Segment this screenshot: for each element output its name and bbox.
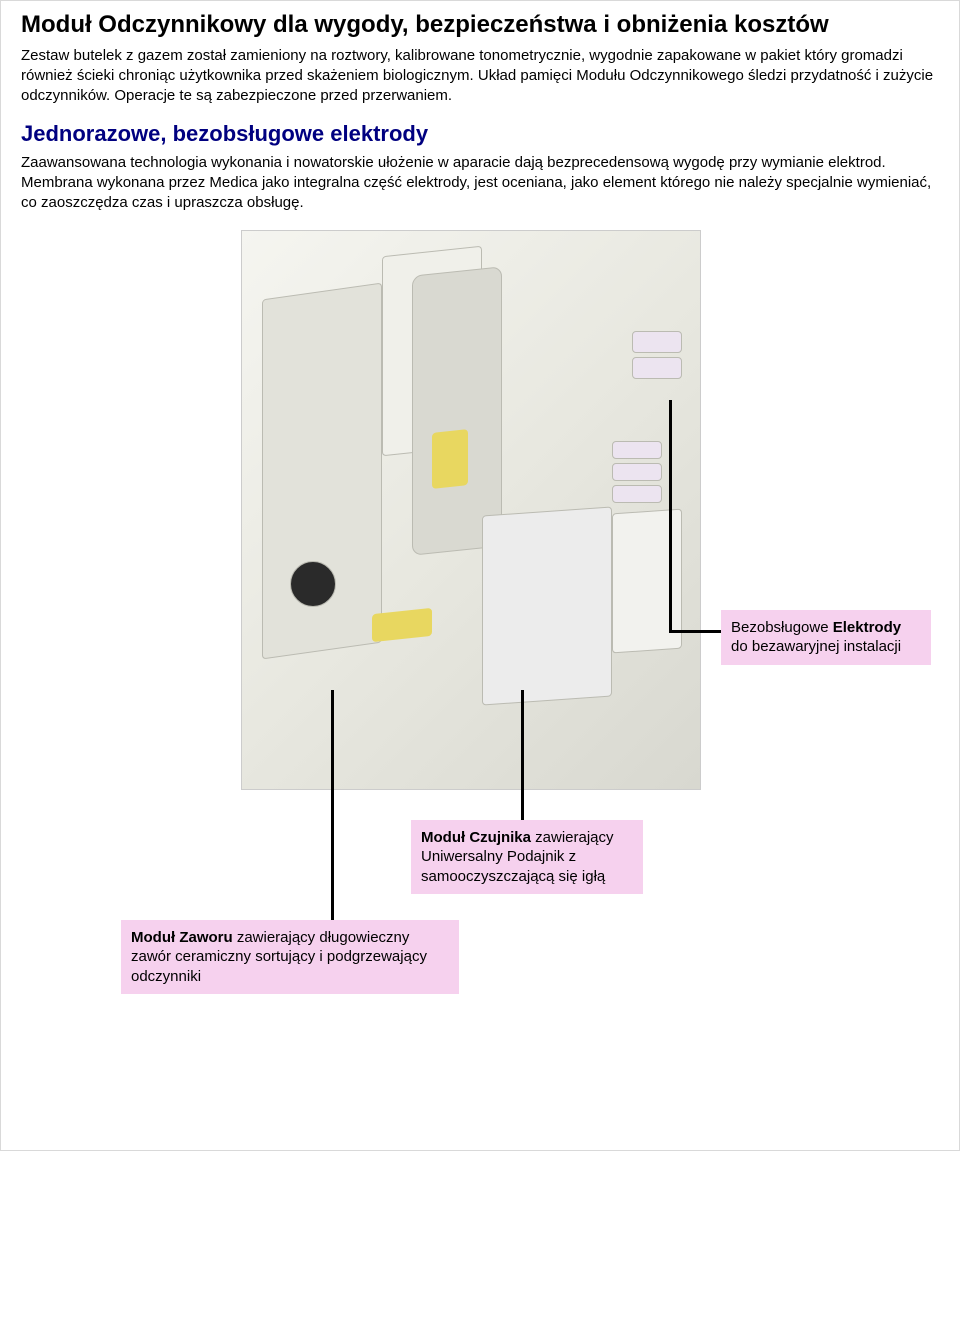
label-electrodes: Bezobsługowe Elektrody do bezawaryjnej i… [721, 610, 931, 665]
leader-line [669, 400, 672, 632]
device-image-placeholder [241, 230, 701, 790]
label-valve-module: Moduł Zaworu zawierający długowieczny za… [121, 920, 459, 995]
label-text: do bezawaryjnej instalacji [731, 638, 901, 655]
section2-heading: Jednorazowe, bezobsługowe elektrody [21, 121, 939, 147]
label-bold: Moduł Zaworu [131, 929, 233, 946]
leader-line [331, 690, 334, 922]
label-bold: Moduł Czujnika [421, 829, 531, 846]
section1-body: Zestaw butelek z gazem został zamieniony… [21, 46, 939, 107]
label-text: Bezobsługowe [731, 619, 833, 636]
section1-heading: Moduł Odczynnikowy dla wygody, bezpiecze… [21, 11, 939, 40]
leader-line [521, 690, 524, 822]
leader-line [669, 630, 723, 633]
page-content: Moduł Odczynnikowy dla wygody, bezpiecze… [0, 0, 960, 1151]
label-bold: Elektrody [833, 619, 901, 636]
device-diagram: Bezobsługowe Elektrody do bezawaryjnej i… [21, 230, 941, 1130]
section2-body: Zaawansowana technologia wykonania i now… [21, 153, 939, 214]
label-sensor-module: Moduł Czujnika zawierający Uniwersalny P… [411, 820, 643, 895]
